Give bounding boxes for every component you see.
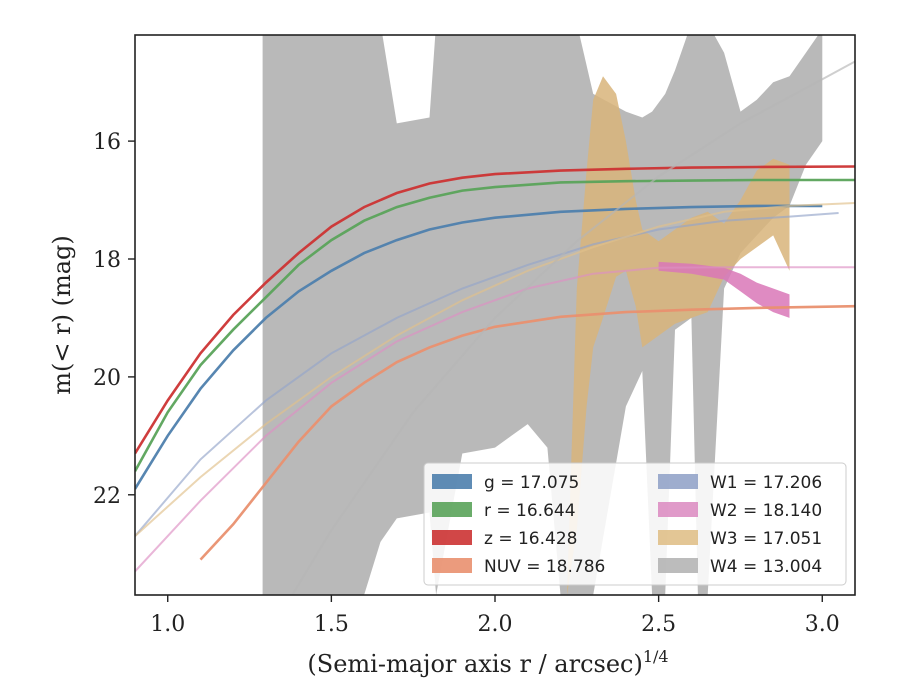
legend-label-w4: W4 = 13.004 [710, 557, 822, 577]
legend-swatch-r [432, 502, 472, 517]
lines-layer [135, 60, 855, 595]
band-w4 [262, 35, 823, 595]
series-line-w3 [135, 202, 855, 537]
legend-swatch-g [432, 474, 472, 489]
legend-swatch-w2 [658, 502, 698, 517]
x-axis-label: (Semi-major axis r / arcsec)1/4 [307, 647, 668, 678]
series-line-r [135, 178, 855, 472]
x-axis-label-exponent: 1/4 [643, 647, 669, 666]
series-line-w4 [291, 60, 855, 595]
legend-swatch-w1 [658, 474, 698, 489]
y-axis-ticks: 16 18 20 22 [93, 130, 135, 509]
series-line-w2 [135, 266, 855, 573]
y-tick-label: 20 [93, 366, 121, 391]
legend-swatch-w3 [658, 530, 698, 545]
x-tick-label: 3.0 [805, 612, 840, 637]
legend-label-z: z = 16.428 [484, 529, 577, 549]
x-tick-label: 2.0 [478, 612, 513, 637]
y-tick-label: 18 [93, 248, 121, 273]
y-tick-label: 22 [93, 484, 121, 509]
legend-label-g: g = 17.075 [484, 473, 579, 493]
legend-swatch-z [432, 530, 472, 545]
y-axis-label: m(< r) (mag) [48, 235, 76, 394]
x-tick-label: 1.0 [150, 612, 185, 637]
legend-swatch-nuv [432, 558, 472, 573]
legend-label-nuv: NUV = 18.786 [484, 557, 605, 577]
series-line-z [135, 165, 855, 455]
legend-label-w1: W1 = 17.206 [710, 473, 822, 493]
legend-label-r: r = 16.644 [484, 501, 576, 521]
x-axis-label-text: (Semi-major axis r / arcsec) [307, 650, 642, 678]
x-tick-label: 1.5 [314, 612, 349, 637]
legend-swatch-w4 [658, 558, 698, 573]
legend-box [423, 462, 847, 586]
legend: g = 17.075 r = 16.644 z = 16.428 NUV = 18.7… [423, 462, 847, 586]
series-line-w1 [135, 212, 839, 537]
legend-label-w2: W2 = 18.140 [710, 501, 822, 521]
legend-label-w3: W3 = 17.051 [710, 529, 822, 549]
x-axis-ticks: 1.0 1.5 2.0 2.5 3.0 [150, 595, 840, 637]
series-line-nuv [199, 304, 855, 561]
x-tick-label: 2.5 [641, 612, 676, 637]
series-line-g [135, 204, 823, 490]
y-tick-label: 16 [93, 130, 121, 155]
